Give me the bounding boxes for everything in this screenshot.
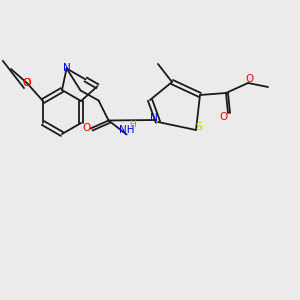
Text: H: H (129, 120, 136, 129)
Text: O: O (82, 124, 91, 134)
Text: NH: NH (119, 125, 134, 136)
Text: S: S (196, 122, 202, 132)
Text: N: N (63, 64, 70, 74)
Text: N: N (150, 113, 158, 123)
Text: O: O (22, 78, 31, 88)
Text: O: O (220, 112, 228, 122)
Text: O: O (23, 78, 31, 88)
Text: O: O (246, 74, 254, 84)
